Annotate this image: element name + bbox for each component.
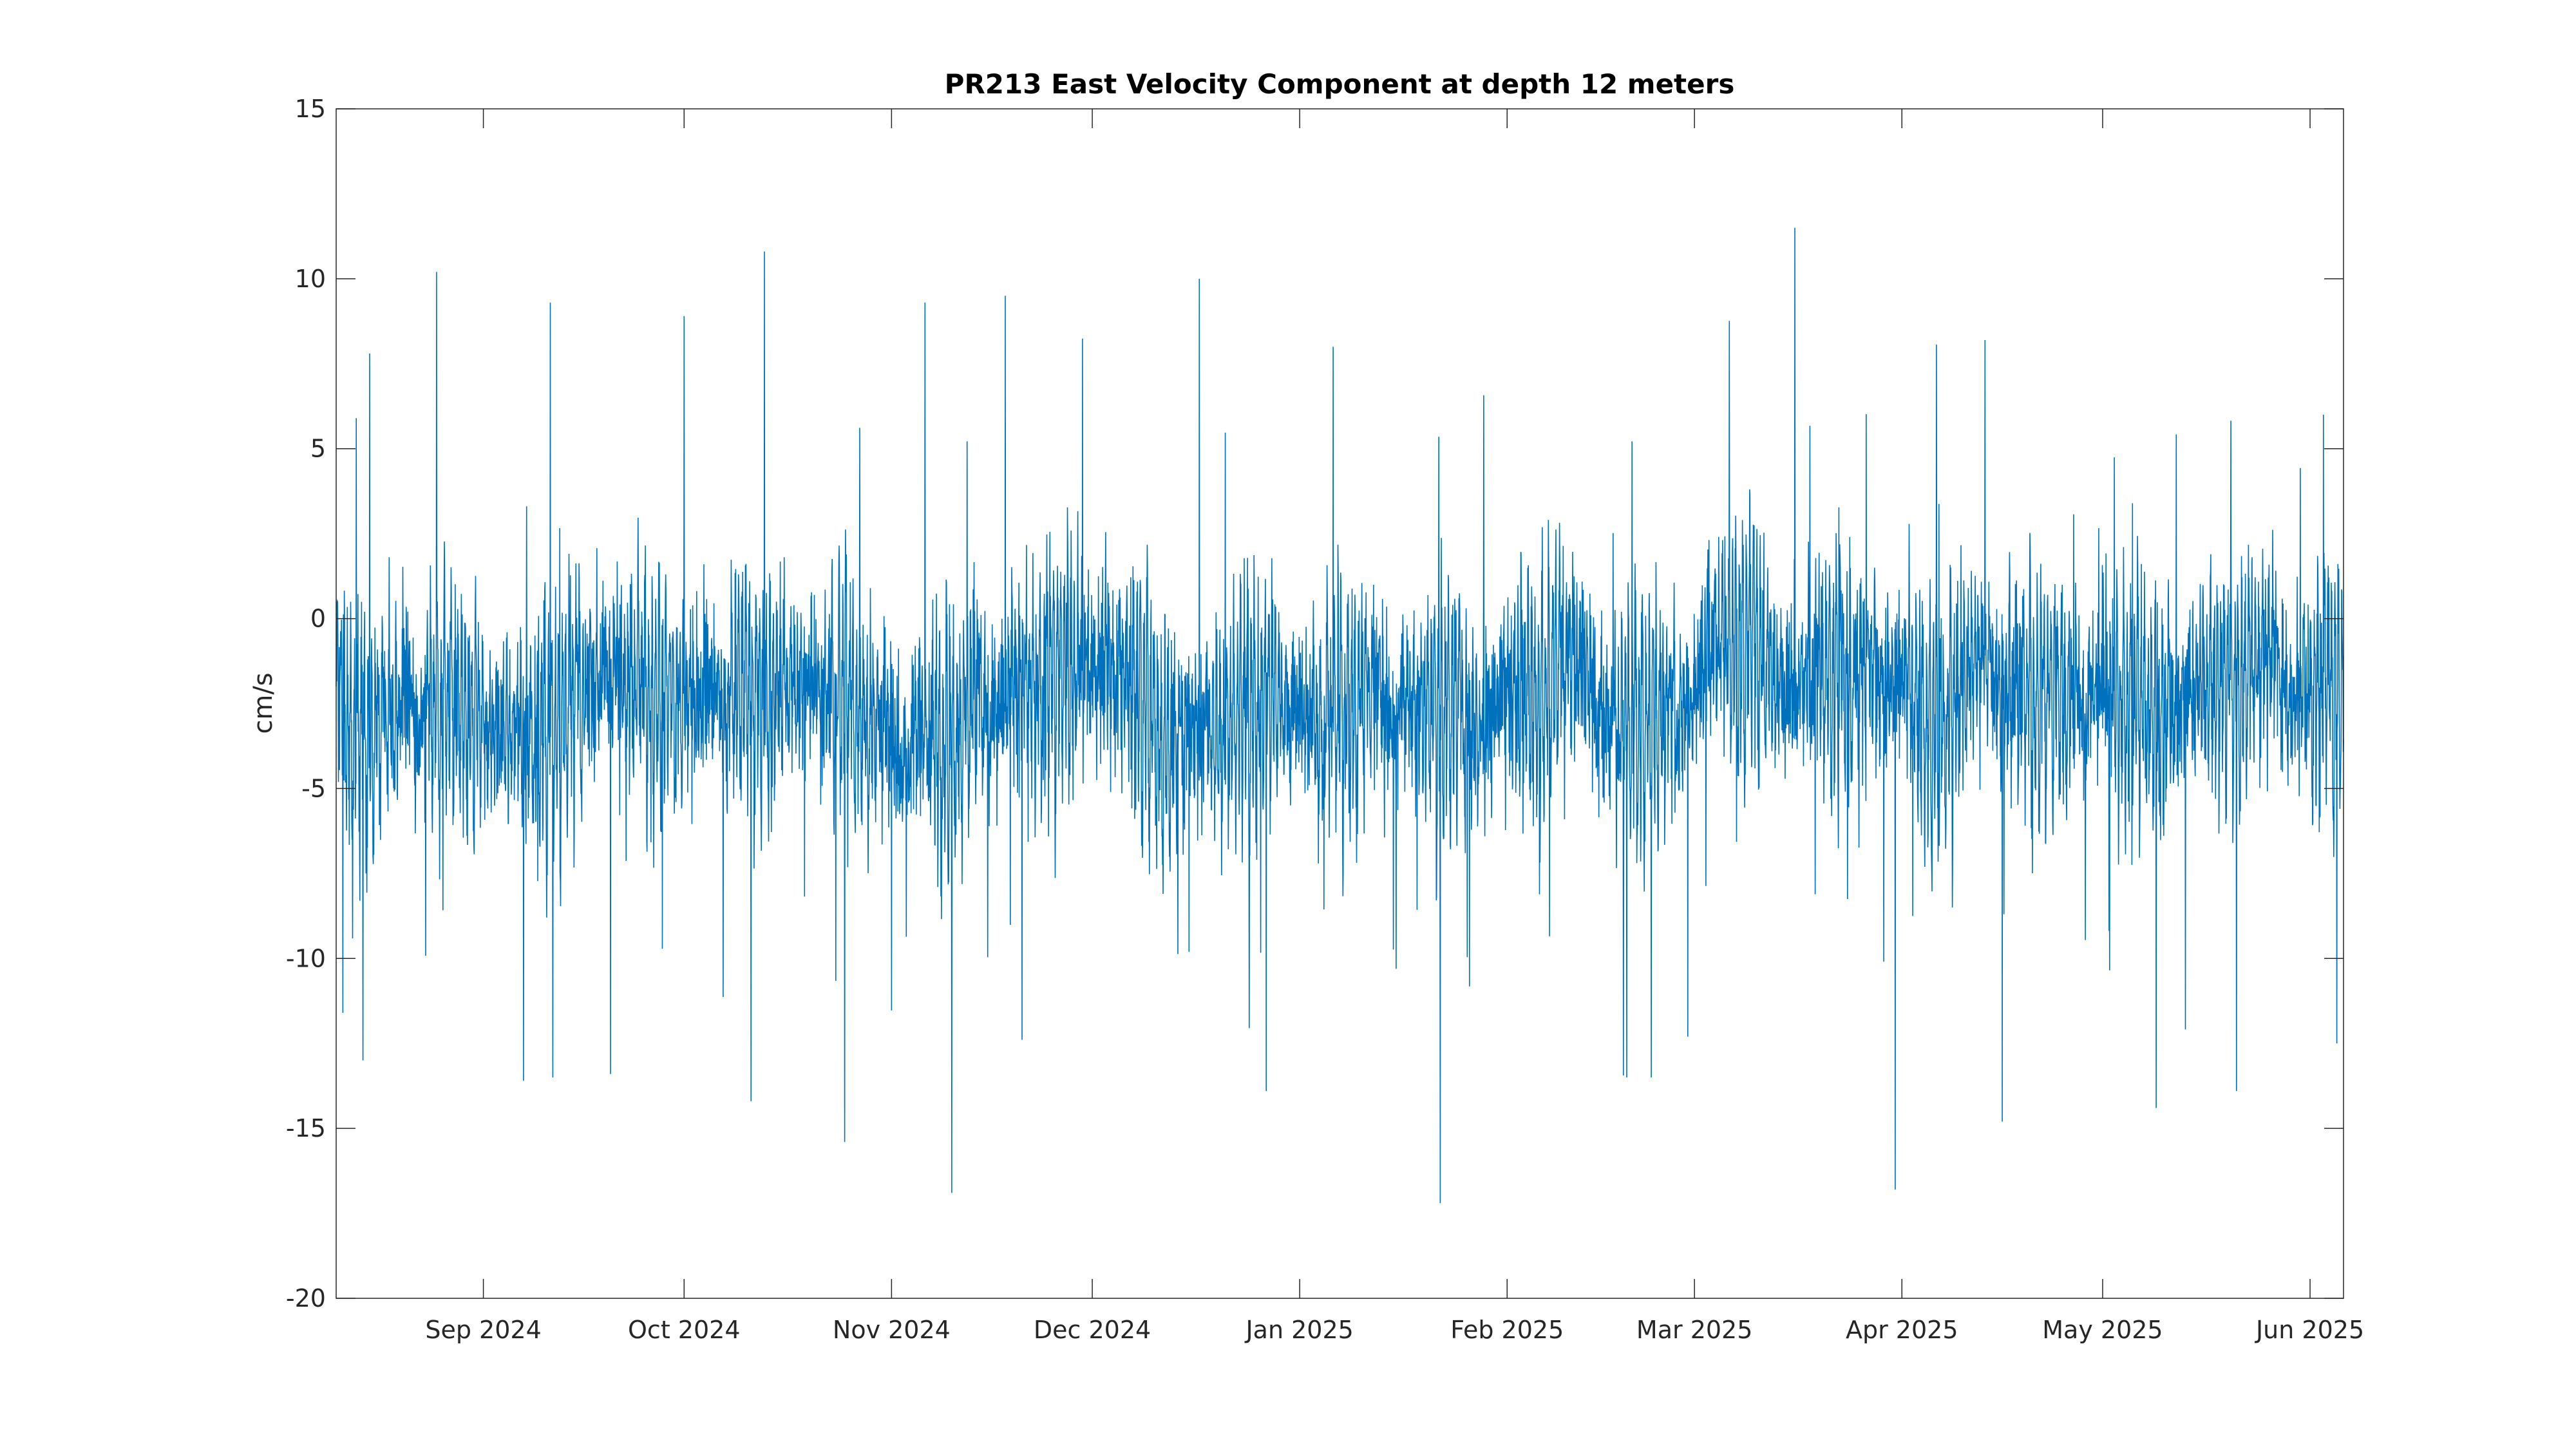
axes-box: [336, 108, 2344, 1299]
series-line: [336, 227, 2344, 1204]
y-tick-label: 0: [310, 605, 326, 633]
y-tick-label: -5: [301, 774, 326, 802]
y-tick-label: -10: [286, 944, 326, 972]
y-tick-label: -15: [286, 1114, 326, 1142]
x-tick-label: Nov 2024: [833, 1316, 951, 1344]
y-axis-label: cm/s: [249, 672, 278, 734]
x-tick-label: May 2025: [2042, 1316, 2163, 1344]
x-tick-label: Jun 2025: [2255, 1316, 2364, 1344]
x-tick-label: Mar 2025: [1636, 1316, 1752, 1344]
chart-title: PR213 East Velocity Component at depth 1…: [945, 68, 1735, 100]
x-tick-label: Oct 2024: [628, 1316, 741, 1344]
series-layer: [336, 227, 2344, 1204]
y-tick-label: 5: [310, 435, 326, 463]
y-tick-label: 15: [295, 95, 326, 123]
x-tick-label: Jan 2025: [1244, 1316, 1353, 1344]
y-tick-label: 10: [295, 265, 326, 293]
x-tick-label: Apr 2025: [1846, 1316, 1958, 1344]
axes-layer: 15 10 5 0 -5 -10 -15 -20 Sep 2024 Oct 2024 Nov 202…: [286, 95, 2364, 1344]
x-tick-label: Feb 2025: [1450, 1316, 1564, 1344]
y-tick-label: -20: [286, 1284, 326, 1312]
x-tick-label: Sep 2024: [425, 1316, 541, 1344]
x-tick-label: Dec 2024: [1034, 1316, 1151, 1344]
